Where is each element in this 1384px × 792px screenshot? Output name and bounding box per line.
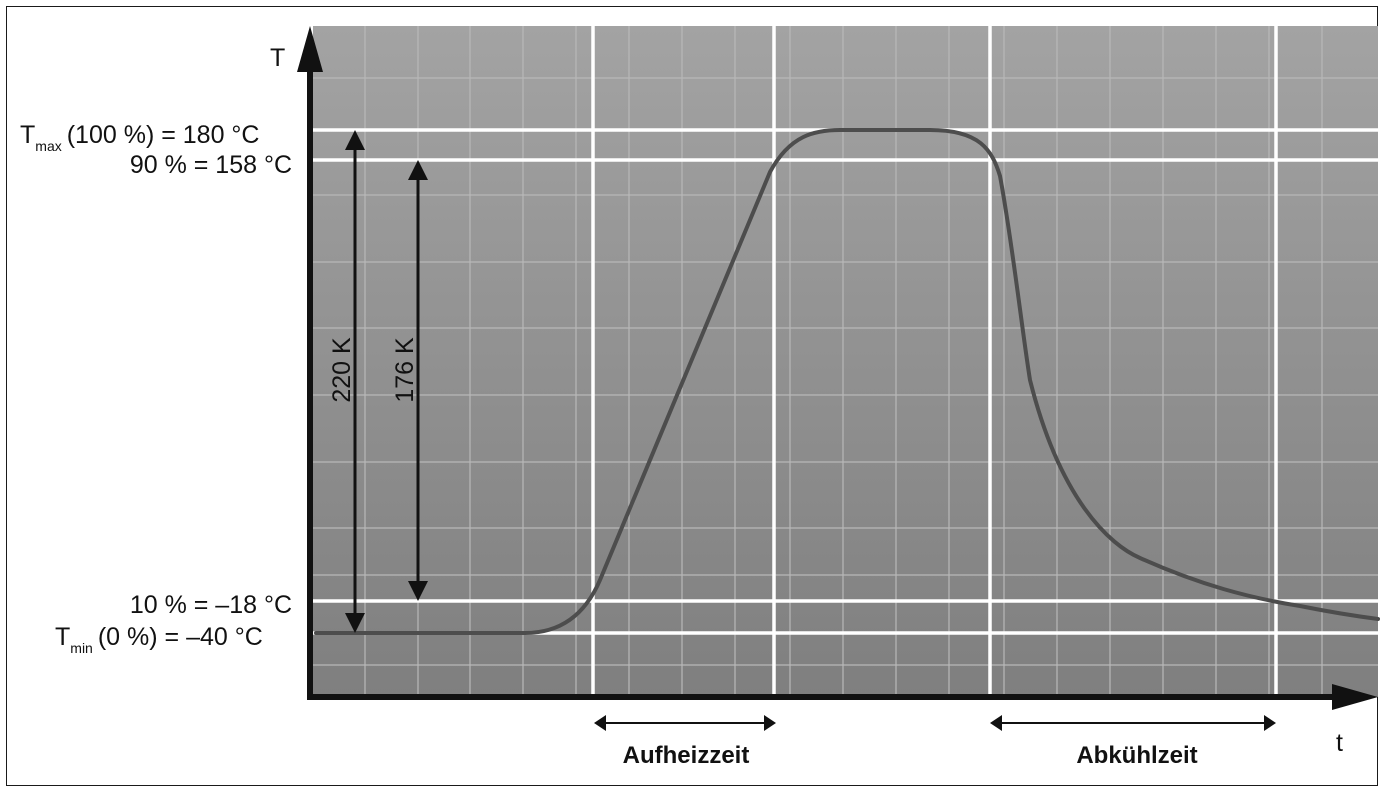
heating-interval-label: Aufheizzeit [623,742,750,769]
partial-span-label: 176 K [391,337,419,403]
tmax-label: Tmax (100 %) = 180 °C [20,121,259,154]
full-span-label: 220 K [328,337,356,403]
p10-label: 10 % = –18 °C [130,591,292,619]
axes [297,26,1378,710]
heating-arrow-right-icon [764,715,776,731]
tmax-label-sub: max [35,138,61,154]
tmin-label-suffix: (0 %) = –40 °C [98,623,263,651]
y-axis-label: T [270,44,285,72]
interval-arrows [594,715,1276,731]
full-span-arrow-top-icon [345,130,365,150]
plot-area [313,26,1378,697]
heating-arrow-left-icon [594,715,606,731]
cooling-interval-label: Abkühlzeit [1076,742,1197,769]
tmin-label: Tmin (0 %) = –40 °C [55,623,263,656]
minor-grid [313,26,1378,697]
span-arrows [345,130,428,633]
temperature-curve [314,128,1380,635]
partial-span-arrow-bottom-icon [408,581,428,601]
cooling-arrow-right-icon [1264,715,1276,731]
tmin-label-prefix: T [55,623,70,651]
tmax-label-prefix: T [20,121,35,149]
x-axis-label: t [1336,729,1343,757]
partial-span-arrow-top-icon [408,160,428,180]
x-axis-arrow-icon [1332,684,1378,710]
y-axis-arrow-icon [297,26,323,72]
p90-label: 90 % = 158 °C [130,151,292,179]
cooling-arrow-left-icon [990,715,1002,731]
tmax-label-suffix: (100 %) = 180 °C [67,121,260,149]
full-span-arrow-bottom-icon [345,613,365,633]
tmin-label-sub: min [70,640,93,656]
